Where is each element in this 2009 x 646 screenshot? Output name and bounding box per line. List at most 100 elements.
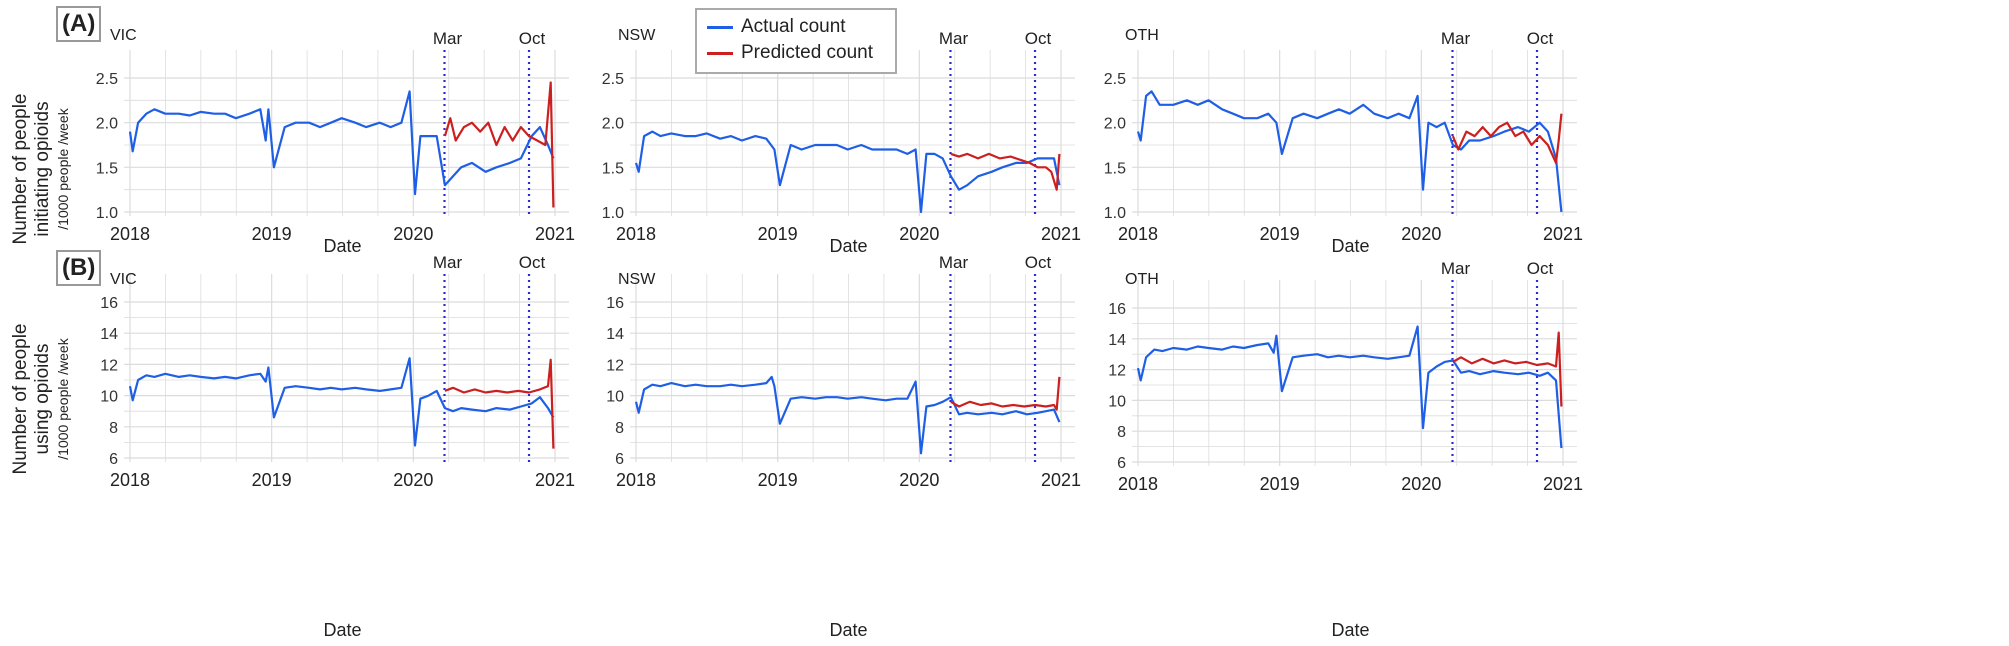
subplot-title: OTH (1125, 27, 1159, 44)
subplot-title: VIC (110, 27, 137, 44)
chart-b-oth: 6 8 10 12 14 16 2018 2019 2020 2021 Date OTH Mar Oct (1108, 259, 1583, 640)
y-tick-label: 6 (615, 451, 624, 468)
legend-item-predicted: Predicted count (707, 40, 873, 66)
chart-a-nsw: 1.0 1.5 2.0 2.5 2018 2019 2020 2021 Date NSW Mar Oc… (602, 27, 1081, 256)
marker-label-oct: Oct (1025, 253, 1052, 272)
subplot-title: OTH (1125, 271, 1159, 288)
panel-label-b: (B) (56, 250, 102, 286)
x-tick-label: 2021 (1041, 224, 1081, 244)
x-tick-label: 2018 (616, 470, 656, 490)
marker-label-oct: Oct (1025, 29, 1052, 48)
x-axis-title: Date (829, 620, 867, 640)
chart-b-nsw: 6 8 10 12 14 16 2018 2019 2020 2021 Date NSW Mar Oct (606, 253, 1081, 640)
y-tick-label: 14 (1108, 332, 1126, 349)
series-line-predicted (1451, 113, 1563, 164)
x-tick-label: 2020 (1401, 224, 1441, 244)
y-axis-label-b-line2: using opioids (32, 343, 53, 455)
x-axis-title: Date (1331, 236, 1369, 256)
y-tick-label: 10 (606, 389, 624, 406)
y-tick-label: 14 (100, 326, 118, 343)
marker-label-mar: Mar (939, 253, 969, 272)
series-line-predicted (950, 152, 1061, 191)
x-tick-label: 2018 (616, 224, 656, 244)
y-tick-label: 6 (1117, 455, 1126, 472)
subplot-title: NSW (618, 27, 656, 44)
y-axis-label-a: Number of people initiating opioids /100… (10, 74, 71, 264)
y-tick-label: 10 (1108, 393, 1126, 410)
y-tick-label: 10 (100, 389, 118, 406)
marker-label-oct: Oct (1527, 259, 1554, 278)
y-tick-label: 1.0 (1104, 205, 1126, 222)
x-tick-label: 2020 (899, 224, 939, 244)
y-tick-label: 1.5 (1104, 160, 1126, 177)
x-axis-title: Date (1331, 620, 1369, 640)
legend: Actual count Predicted count (695, 8, 897, 74)
x-tick-label: 2018 (1118, 224, 1158, 244)
series-line-actual (1136, 325, 1563, 449)
chart-a-oth: 1.0 1.5 2.0 2.5 2018 2019 2020 2021 Date OTH Mar Oc… (1104, 27, 1583, 256)
y-tick-label: 8 (615, 420, 624, 437)
y-tick-label: 2.0 (96, 116, 118, 133)
y-tick-label: 16 (1108, 301, 1126, 318)
x-tick-label: 2019 (1260, 224, 1300, 244)
x-tick-label: 2018 (110, 224, 150, 244)
y-tick-label: 16 (100, 295, 118, 312)
legend-item-actual: Actual count (707, 14, 846, 40)
series-line-predicted (444, 358, 555, 449)
marker-label-mar: Mar (433, 253, 463, 272)
y-tick-label: 2.5 (1104, 71, 1126, 88)
marker-label-mar: Mar (433, 29, 463, 48)
y-tick-label: 8 (1117, 424, 1126, 441)
series-line-predicted (950, 376, 1061, 411)
y-tick-label: 8 (109, 420, 118, 437)
y-tick-label: 6 (109, 451, 118, 468)
y-axis-label-a-line3: /1000 people /week (55, 108, 71, 230)
y-tick-label: 12 (1108, 363, 1126, 380)
marker-label-oct: Oct (519, 253, 546, 272)
legend-swatch-predicted (707, 51, 733, 55)
y-axis-label-b-line1: Number of people (10, 323, 31, 475)
subplot-title: NSW (618, 271, 656, 288)
x-tick-label: 2018 (1118, 474, 1158, 494)
legend-swatch-actual (707, 25, 733, 29)
marker-label-mar: Mar (1441, 259, 1471, 278)
series-line-predicted (1452, 331, 1563, 407)
series-line-actual (128, 357, 555, 447)
x-tick-label: 2021 (535, 224, 575, 244)
x-axis-title: Date (829, 236, 867, 256)
y-tick-label: 2.0 (602, 116, 624, 133)
x-tick-label: 2020 (1401, 474, 1441, 494)
y-tick-label: 16 (606, 295, 624, 312)
series-line-predicted (443, 81, 555, 208)
marker-label-oct: Oct (1527, 29, 1554, 48)
x-tick-label: 2019 (758, 470, 798, 490)
y-tick-label: 2.5 (96, 71, 118, 88)
x-tick-label: 2021 (1041, 470, 1081, 490)
subplot-title: VIC (110, 271, 137, 288)
y-axis-label-a-line2: initiating opioids (32, 101, 53, 237)
y-axis-label-b-line3: /1000 people /week (55, 338, 71, 460)
marker-label-oct: Oct (519, 29, 546, 48)
legend-label-predicted: Predicted count (741, 42, 874, 63)
chart-b-vic: 6 8 10 12 14 16 2018 2019 2020 2021 Date VIC Mar Oct (100, 253, 575, 640)
y-tick-label: 12 (100, 357, 118, 374)
y-axis-label-b: Number of people using opioids /1000 peo… (10, 304, 71, 494)
chart-a-vic: 1.0 1.5 2.0 2.5 2018 2019 2020 2021 Date VIC Mar Oc… (96, 27, 575, 256)
y-tick-label: 1.5 (602, 160, 624, 177)
series-line-actual (634, 130, 1061, 214)
y-tick-label: 1.5 (96, 160, 118, 177)
panel-label-a: (A) (56, 6, 102, 42)
x-tick-label: 2021 (535, 470, 575, 490)
series-line-actual (128, 90, 555, 196)
legend-label-actual: Actual count (741, 16, 846, 37)
x-tick-label: 2018 (110, 470, 150, 490)
series-line-actual (634, 375, 1061, 455)
x-tick-label: 2021 (1543, 474, 1583, 494)
y-tick-label: 14 (606, 326, 624, 343)
x-tick-label: 2019 (252, 470, 292, 490)
series-line-actual (1136, 90, 1563, 213)
x-tick-label: 2020 (393, 470, 433, 490)
marker-label-mar: Mar (1441, 29, 1471, 48)
